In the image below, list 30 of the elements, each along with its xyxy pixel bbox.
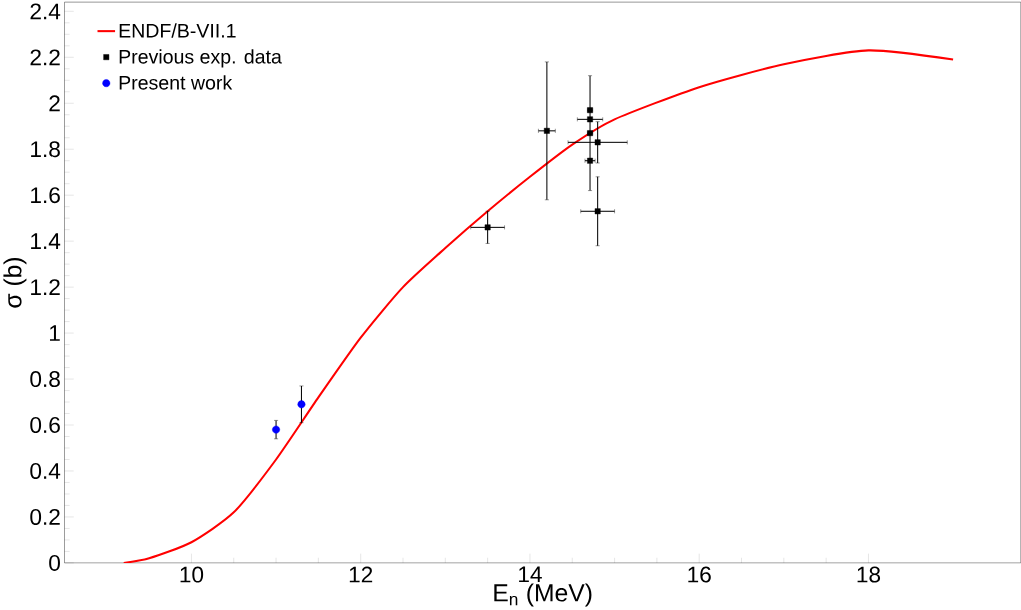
y-tick-label: 1.8 <box>31 141 60 158</box>
y-tick-label: 2.2 <box>30 49 60 66</box>
legend-label: Previous exp. data <box>119 49 282 68</box>
point <box>297 400 306 409</box>
point <box>272 425 280 434</box>
y-tick-label: 0 <box>49 554 60 571</box>
y-axis-title: σ (b) <box>3 257 27 308</box>
x-tick-label: 16 <box>688 566 711 583</box>
y-tick-label: 0.6 <box>30 417 60 434</box>
point <box>594 208 601 215</box>
point <box>594 139 601 146</box>
point <box>587 116 593 123</box>
y-tick-label: 1.6 <box>31 187 60 204</box>
x-tick-label: 18 <box>857 566 881 583</box>
y-tick-label: 1.4 <box>31 233 61 249</box>
y-tick-label: 0.2 <box>30 508 60 526</box>
x-tick-label: 12 <box>349 566 373 583</box>
y-tick-label: 0.4 <box>30 463 61 480</box>
y-tick-label: 1 <box>49 325 60 341</box>
y-tick-label: 2.4 <box>30 3 61 20</box>
x-tick-label: 10 <box>180 566 204 583</box>
y-tick-label: 2 <box>49 95 60 112</box>
legend-label: ENDF/B-VII.1 <box>119 23 236 38</box>
y-tick-label: 1.2 <box>31 279 60 296</box>
point <box>543 128 550 134</box>
legend-label: Present work <box>119 75 233 90</box>
y-tick-label: 0.8 <box>30 371 60 388</box>
x-axis-title: E$_{n}$ (MeV) <box>494 583 592 607</box>
x-tick-label: 14 <box>519 566 542 583</box>
point <box>484 224 491 231</box>
